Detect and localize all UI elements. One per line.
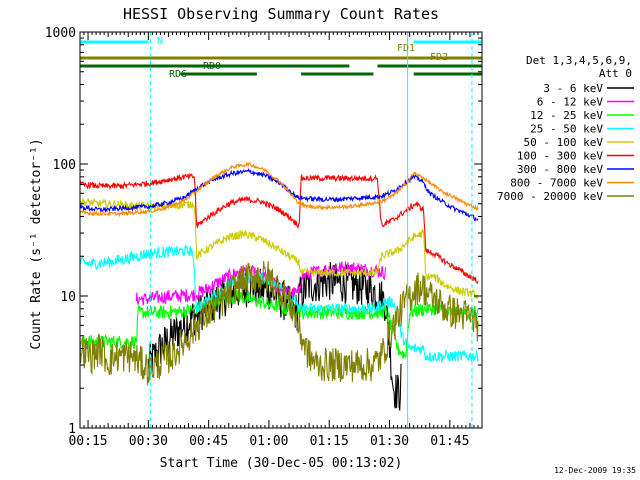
x-tick-label-5: 01:30 — [370, 434, 409, 449]
axes-layer: 1 10 100 1000 00:15 00:30 00:45 01:00 01:15 01:30… — [45, 26, 483, 449]
y-tick-label-3: 1000 — [45, 26, 76, 41]
rd6-bar-2 — [301, 72, 374, 76]
series-line-9 — [79, 260, 479, 386]
rd0-label: RD0 — [203, 61, 221, 72]
footer-timestamp: 12-Dec-2009 19:35 — [554, 466, 636, 475]
rd0-bar-1 — [80, 64, 350, 68]
legend-label-7: 300 - 800 keV — [517, 163, 603, 176]
y-tick-label-0: 1 — [68, 422, 76, 437]
rd6-bar-1 — [180, 72, 257, 76]
legend-header-line2: Att 0 — [599, 67, 632, 80]
flag-layer — [80, 32, 482, 428]
night-bar-1 — [80, 40, 149, 44]
x-tick-label-2: 00:45 — [189, 434, 228, 449]
legend-header-line1: Det 1,3,4,5,6,9, — [526, 54, 632, 67]
series-line-5 — [79, 197, 479, 299]
rd0-bar-2 — [377, 64, 482, 68]
series-layer — [79, 161, 479, 411]
legend-label-4: 25 - 50 keV — [530, 123, 603, 136]
x-tick-label-3: 01:00 — [249, 434, 288, 449]
rd6-label: RD6 — [169, 69, 187, 80]
x-tick-label-0: 00:15 — [68, 434, 107, 449]
x-axis-label: Start Time (30-Dec-05 00:13:02) — [160, 456, 403, 471]
plot-frame — [79, 31, 483, 429]
rd6-bar-3 — [413, 72, 482, 76]
legend-label-8: 800 - 7000 keV — [510, 177, 603, 190]
legend-label-2: 6 - 12 keV — [537, 96, 604, 109]
y-tick-label-1: 10 — [60, 290, 76, 305]
legend-label-1: 3 - 6 keV — [543, 82, 603, 95]
x-tick-label-6: 01:45 — [430, 434, 469, 449]
legend-label-6: 100 - 300 keV — [517, 150, 603, 163]
y-tick-label-2: 100 — [53, 158, 76, 173]
y-axis-label: Count Rate (s⁻¹ detector⁻¹) — [29, 138, 44, 349]
x-tick-label-4: 01:15 — [310, 434, 349, 449]
series-line-6 — [79, 172, 479, 284]
fd1-label: FD1 — [397, 43, 415, 54]
x-tick-label-1: 00:30 — [129, 434, 168, 449]
legend-label-9: 7000 - 20000 keV — [497, 190, 603, 203]
fd-bar — [80, 56, 482, 60]
night-bar-2 — [413, 40, 482, 44]
fd2-label: FD2 — [430, 52, 448, 63]
legend-label-3: 12 - 25 keV — [530, 109, 603, 122]
series-line-8 — [79, 161, 479, 218]
chart-title: HESSI Observing Summary Count Rates — [123, 5, 439, 23]
legend-label-5: 50 - 100 keV — [524, 136, 604, 149]
night-label: N — [157, 36, 163, 47]
